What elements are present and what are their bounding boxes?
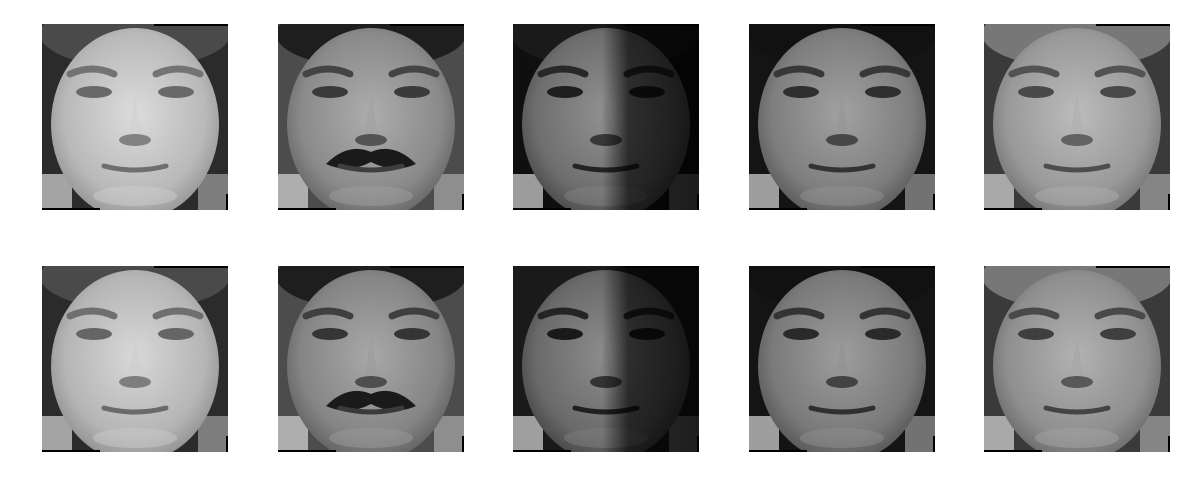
face-portrait-icon bbox=[984, 266, 1170, 452]
face-portrait-icon bbox=[278, 24, 464, 210]
face-image-r1-c5 bbox=[984, 24, 1170, 210]
face-portrait-icon bbox=[42, 266, 228, 452]
face-image-r2-c5 bbox=[984, 266, 1170, 452]
face-portrait-icon bbox=[749, 266, 935, 452]
face-image-r1-c1 bbox=[42, 24, 228, 210]
face-image-r1-c2 bbox=[278, 24, 464, 210]
face-portrait-icon bbox=[513, 266, 699, 452]
face-image-r2-c3 bbox=[513, 266, 699, 452]
face-image-r2-c4 bbox=[749, 266, 935, 452]
face-image-r1-c4 bbox=[749, 24, 935, 210]
face-image-r2-c1 bbox=[42, 266, 228, 452]
face-image-r1-c3 bbox=[513, 24, 699, 210]
face-portrait-icon bbox=[984, 24, 1170, 210]
face-portrait-icon bbox=[513, 24, 699, 210]
face-portrait-icon bbox=[278, 266, 464, 452]
face-portrait-icon bbox=[749, 24, 935, 210]
face-portrait-icon bbox=[42, 24, 228, 210]
face-image-r2-c2 bbox=[278, 266, 464, 452]
